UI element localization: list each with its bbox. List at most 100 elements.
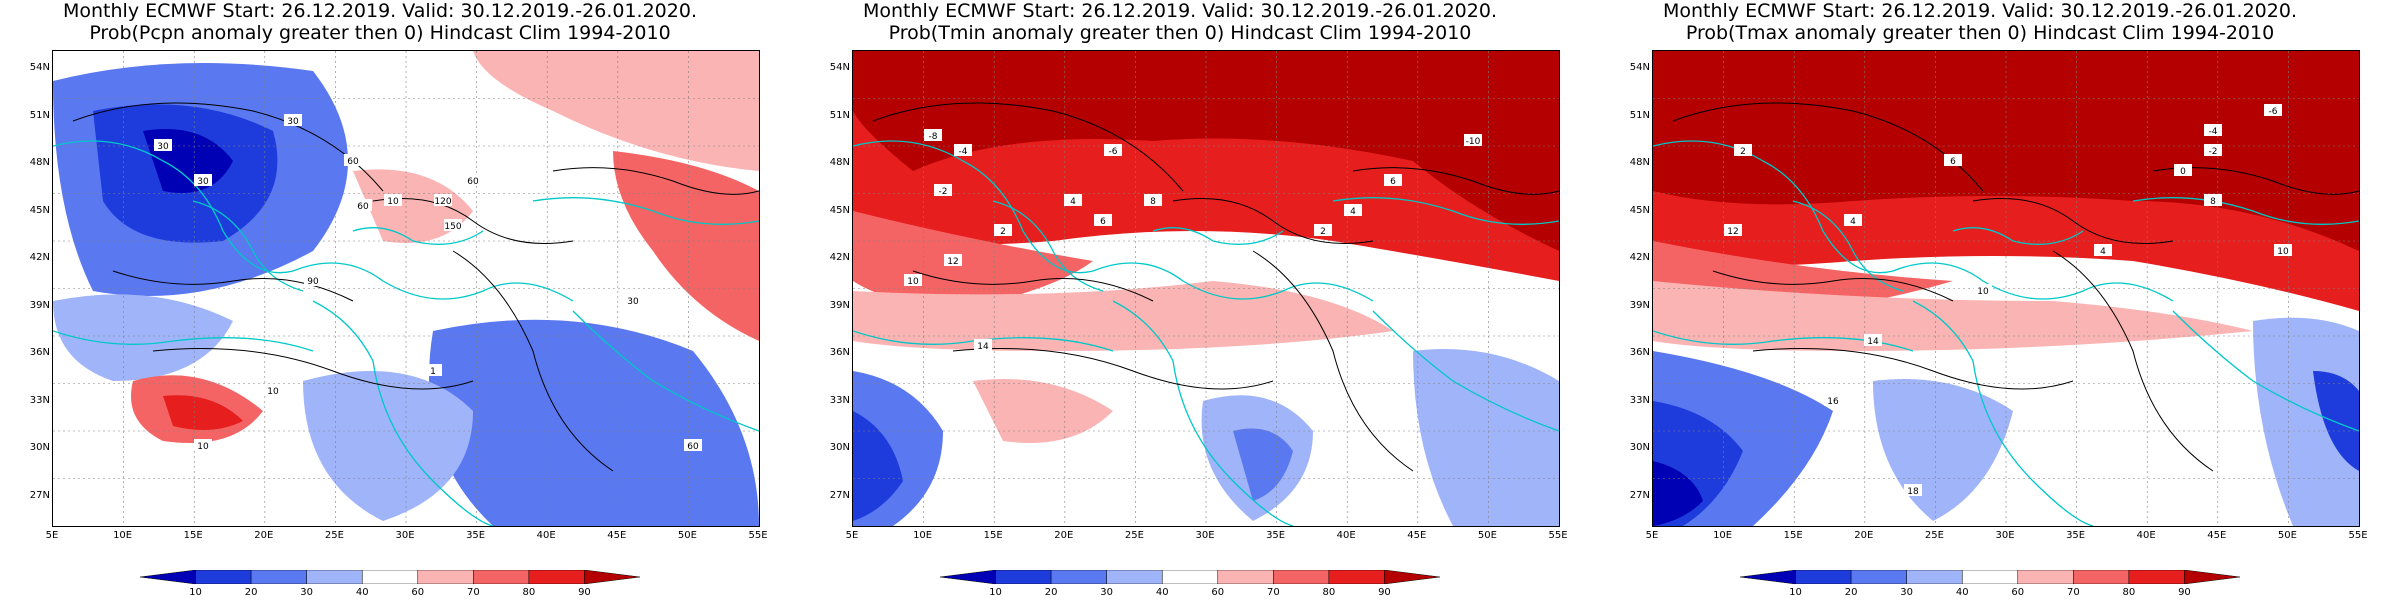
map-panel-tmin: Monthly ECMWF Start: 26.12.2019. Valid: … bbox=[800, 0, 1568, 600]
colorbar-segment bbox=[1850, 570, 1907, 584]
contour-label-box bbox=[934, 184, 952, 196]
latitude-tick: 51N bbox=[829, 109, 850, 121]
contour-label-box bbox=[1064, 194, 1082, 206]
contour-label: 90 bbox=[307, 277, 319, 287]
latitude-tick: 36N bbox=[829, 347, 850, 358]
colorbar-segment bbox=[361, 570, 419, 584]
colorbar-label: 20 bbox=[1844, 587, 1858, 598]
contour-label: 60 bbox=[467, 177, 479, 187]
colorbar-segment bbox=[940, 570, 996, 584]
contour-label-box bbox=[1094, 214, 1112, 226]
contour-label-box bbox=[194, 174, 212, 186]
contour-label-box bbox=[2094, 244, 2112, 256]
colorbar-label: 60 bbox=[411, 587, 425, 598]
longitude-tick: 55E bbox=[748, 530, 768, 541]
longitude-tick: 15E bbox=[983, 530, 1003, 541]
colorbar-segment bbox=[1273, 570, 1330, 584]
contour-label-box bbox=[684, 439, 702, 451]
latitude-tick: 27N bbox=[29, 489, 50, 501]
colorbar-segment bbox=[584, 570, 640, 584]
latitude-tick: 33N bbox=[1629, 394, 1650, 406]
contour-label: -8 bbox=[929, 132, 938, 142]
map-title-line2: Prob(Pcpn anomaly greater then 0) Hindca… bbox=[89, 22, 671, 44]
longitude-tick: 25E bbox=[324, 530, 344, 541]
contour-line bbox=[452, 250, 614, 472]
contour-label: -4 bbox=[2209, 127, 2218, 137]
contour-line bbox=[1972, 198, 2174, 244]
contour-label: 10 bbox=[197, 442, 209, 452]
coastline bbox=[853, 140, 1374, 302]
probability-field bbox=[1653, 461, 1703, 526]
probability-field bbox=[973, 379, 1113, 443]
contour-label-box bbox=[904, 274, 922, 286]
colorbar-segment bbox=[1050, 570, 1107, 584]
contour-label: 12 bbox=[1727, 227, 1738, 237]
contour-label: 4 bbox=[1070, 197, 1076, 207]
colorbar-label: 30 bbox=[1900, 587, 1914, 598]
colorbar-segment bbox=[995, 570, 1052, 584]
longitude-tick: 45E bbox=[1407, 530, 1427, 541]
contour-label: 2 bbox=[1000, 227, 1006, 237]
contour-label-box bbox=[1144, 194, 1162, 206]
contour-line bbox=[372, 198, 574, 244]
contour-label-box bbox=[154, 139, 172, 151]
coastline bbox=[1952, 227, 2084, 245]
contour-label-box bbox=[624, 294, 642, 306]
probability-field bbox=[163, 395, 243, 430]
longitude-tick: 5E bbox=[845, 530, 859, 541]
longitude-tick: 35E bbox=[1266, 530, 1286, 541]
latitude-tick: 54N bbox=[829, 62, 850, 73]
colorbar-segment bbox=[195, 570, 252, 584]
colorbar-label: 60 bbox=[2011, 587, 2025, 598]
map-title-line2: Prob(Tmax anomaly greater then 0) Hindca… bbox=[1685, 22, 2275, 44]
latitude-tick: 27N bbox=[829, 489, 850, 501]
contour-label: 30 bbox=[287, 117, 299, 127]
longitude-tick: 20E bbox=[1854, 530, 1874, 541]
coastline bbox=[1912, 300, 2094, 526]
contour-label: 6 bbox=[1950, 157, 1956, 167]
probability-field bbox=[2313, 371, 2359, 471]
contour-line bbox=[1752, 348, 2074, 390]
colorbar-label: 90 bbox=[578, 587, 591, 598]
contour-label: 12 bbox=[947, 257, 958, 267]
colorbar-label: 80 bbox=[522, 587, 536, 598]
longitude-tick: 40E bbox=[1336, 530, 1356, 541]
contour-label-box bbox=[444, 219, 462, 231]
longitude-tick: 5E bbox=[45, 530, 59, 541]
colorbar-segment bbox=[417, 570, 474, 584]
colorbar-label: 90 bbox=[1378, 587, 1391, 598]
contour-label: 30 bbox=[197, 177, 209, 187]
coastline bbox=[532, 197, 759, 225]
latitude-tick: 27N bbox=[1629, 489, 1650, 501]
colorbar-segment bbox=[1161, 570, 1219, 584]
contour-label-box bbox=[2274, 244, 2292, 256]
coastline bbox=[1332, 197, 1559, 225]
longitude-tick: 25E bbox=[1924, 530, 1944, 541]
map-title-line1: Monthly ECMWF Start: 26.12.2019. Valid: … bbox=[1663, 0, 2297, 22]
colorbar-segment bbox=[473, 570, 530, 584]
coastline bbox=[2172, 310, 2359, 432]
contour-label-box bbox=[284, 114, 302, 126]
contour-label: 2 bbox=[1320, 227, 1326, 237]
latitude-tick: 33N bbox=[29, 394, 50, 406]
contour-line bbox=[2052, 250, 2214, 472]
colorbar-label: 60 bbox=[1211, 587, 1225, 598]
probability-field bbox=[353, 169, 473, 243]
contour-label: 120 bbox=[434, 197, 451, 207]
contour-label-box bbox=[264, 384, 282, 396]
longitude-tick: 15E bbox=[1783, 530, 1803, 541]
latitude-tick: 45N bbox=[1629, 204, 1650, 216]
longitude-tick: 5E bbox=[1645, 530, 1659, 541]
latitude-tick: 39N bbox=[1629, 299, 1650, 311]
contour-label-box bbox=[2204, 194, 2222, 206]
contour-label: 60 bbox=[347, 157, 359, 167]
colorbar-segment bbox=[306, 570, 363, 584]
contour-label: 60 bbox=[357, 202, 369, 212]
colorbar-label: 10 bbox=[1789, 587, 1802, 598]
contour-label-box bbox=[1104, 144, 1122, 156]
colorbar-segment bbox=[1740, 570, 1796, 584]
latitude-tick: 51N bbox=[29, 109, 50, 121]
colorbar-label: 40 bbox=[1155, 587, 1169, 598]
contour-label-box bbox=[1824, 394, 1842, 406]
latitude-tick: 51N bbox=[1629, 109, 1650, 121]
